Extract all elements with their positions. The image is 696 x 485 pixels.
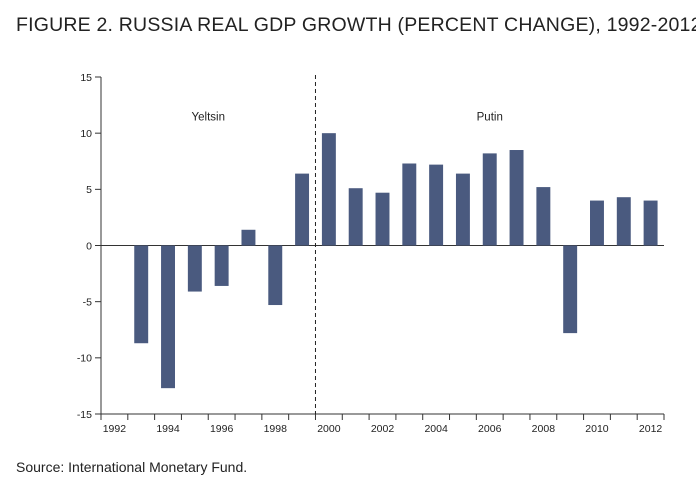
bar-2006	[482, 153, 497, 246]
bar-1998	[268, 245, 283, 306]
x-tick-label: 2006	[478, 423, 502, 435]
annotations: Yeltsin Putin	[192, 111, 503, 123]
bar-1996	[214, 245, 229, 286]
bar-2004	[429, 164, 444, 246]
x-tick-label: 1996	[210, 423, 234, 435]
chart-title: FIGURE 2. RUSSIA REAL GDP GROWTH (PERCEN…	[16, 14, 696, 36]
bar-1993	[134, 245, 149, 344]
x-tick-label: 2010	[585, 423, 609, 435]
bar-2011	[616, 197, 631, 246]
x-tick-label: 1998	[264, 423, 288, 435]
y-axis: 15 10 5 0 -5 -10 -15	[77, 72, 102, 421]
bar-2005	[455, 173, 470, 246]
x-tick-label: 2012	[639, 423, 663, 435]
y-tick-label: 15	[80, 72, 92, 84]
bar-1994	[161, 245, 175, 389]
bar-2003	[402, 163, 417, 246]
x-axis: 1992 1994 1996 1998 2000 2002 2004 2006 2008 2010…	[100, 245, 665, 435]
y-tick-label: -10	[77, 353, 92, 365]
annotation-putin: Putin	[477, 111, 503, 123]
y-tick-label: 10	[80, 128, 92, 140]
bar-2008	[536, 187, 551, 246]
x-tick-label: 2002	[371, 423, 395, 435]
bar-2000	[321, 133, 336, 246]
x-tick-label: 2000	[317, 423, 341, 435]
annotation-yeltsin: Yeltsin	[192, 111, 225, 123]
bar-2007	[509, 150, 524, 246]
y-tick-label: -15	[77, 409, 92, 421]
bar-2012	[643, 200, 658, 246]
bar-1999	[295, 173, 310, 246]
bar-2001	[348, 188, 363, 246]
source-note: Source: International Monetary Fund.	[16, 459, 248, 475]
bar-1997	[241, 229, 256, 246]
y-tick-label: 5	[86, 184, 92, 196]
bars	[134, 133, 658, 389]
bar-1995	[187, 245, 202, 292]
x-tick-label: 2004	[424, 423, 448, 435]
bar-2002	[375, 192, 390, 246]
bar-2009	[563, 245, 578, 334]
x-tick-label: 1992	[103, 423, 127, 435]
y-tick-label: 0	[86, 240, 92, 252]
y-tick-label: -5	[83, 296, 92, 308]
x-tick-label: 1994	[156, 423, 180, 435]
bar-2010	[590, 200, 604, 246]
x-tick-label: 2008	[532, 423, 556, 435]
